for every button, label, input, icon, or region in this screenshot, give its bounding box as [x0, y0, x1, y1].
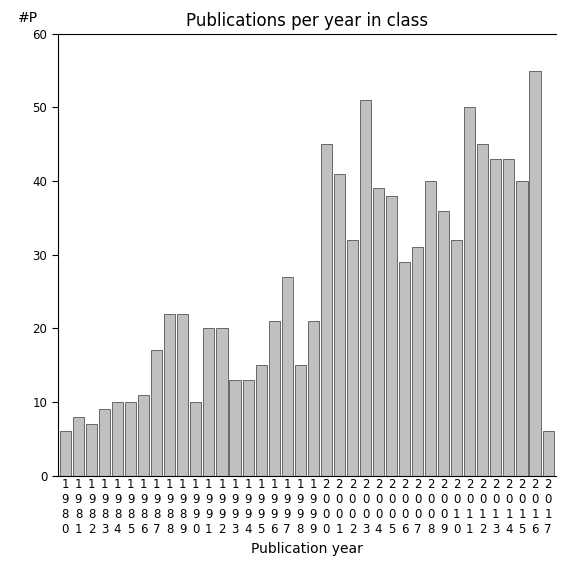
- Bar: [282, 277, 293, 476]
- Bar: [477, 144, 488, 476]
- Bar: [125, 402, 136, 476]
- Bar: [517, 181, 527, 476]
- Bar: [138, 395, 149, 476]
- Bar: [425, 181, 436, 476]
- Bar: [490, 159, 501, 476]
- Bar: [86, 424, 97, 476]
- Bar: [386, 196, 397, 476]
- Bar: [308, 321, 319, 476]
- Bar: [321, 144, 332, 476]
- Text: #P: #P: [18, 11, 38, 25]
- Bar: [373, 188, 384, 476]
- Bar: [151, 350, 162, 476]
- Bar: [112, 402, 123, 476]
- Bar: [269, 321, 280, 476]
- Bar: [451, 240, 462, 476]
- Bar: [543, 431, 553, 476]
- Bar: [73, 417, 84, 476]
- Bar: [347, 240, 358, 476]
- Bar: [295, 365, 306, 476]
- Bar: [243, 380, 253, 476]
- Bar: [360, 100, 371, 476]
- Bar: [464, 108, 475, 476]
- Bar: [99, 409, 110, 476]
- Bar: [164, 314, 175, 476]
- Bar: [438, 210, 449, 476]
- Bar: [60, 431, 71, 476]
- X-axis label: Publication year: Publication year: [251, 542, 363, 556]
- Bar: [399, 262, 410, 476]
- Bar: [334, 174, 345, 476]
- Bar: [217, 328, 227, 476]
- Bar: [503, 159, 514, 476]
- Bar: [177, 314, 188, 476]
- Bar: [204, 328, 214, 476]
- Bar: [230, 380, 240, 476]
- Bar: [256, 365, 266, 476]
- Bar: [412, 247, 423, 476]
- Bar: [530, 71, 540, 476]
- Bar: [191, 402, 201, 476]
- Title: Publications per year in class: Publications per year in class: [185, 11, 428, 29]
